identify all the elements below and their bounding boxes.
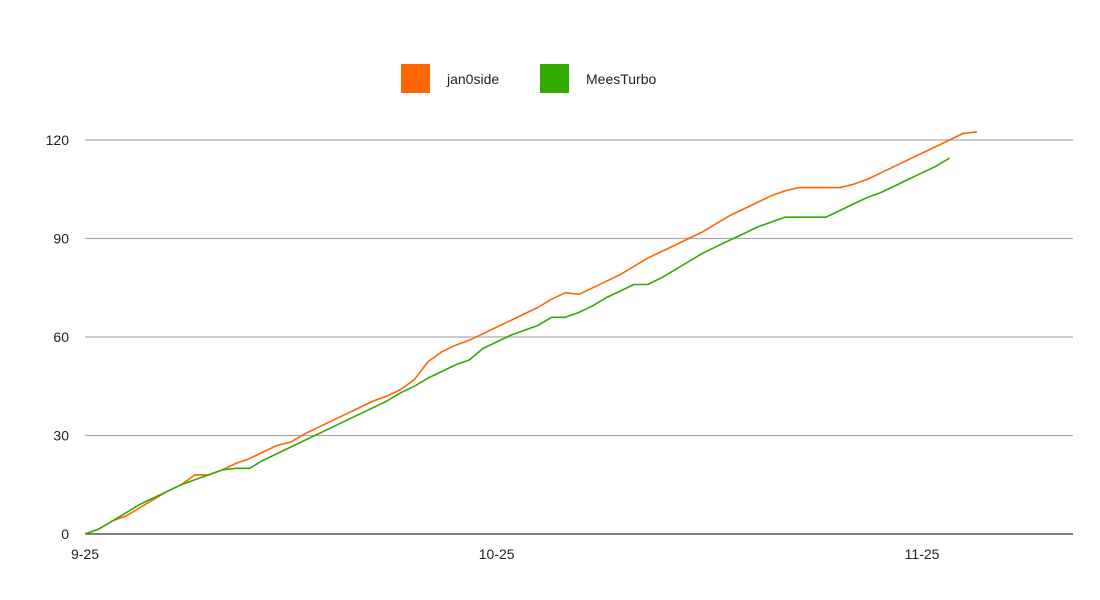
legend-label: jan0side [446,71,499,87]
axis-layer: 0 30 60 90 120 9-25 10-25 11-25 [46,132,940,562]
grid-layer [85,139,1073,535]
y-tick-label: 30 [53,428,69,444]
legend-swatch [540,64,569,93]
series-line-jan0side [84,131,977,535]
legend-label: MeesTurbo [586,71,657,87]
legend: jan0side MeesTurbo [401,64,657,93]
series-line-meesturbo [84,157,950,535]
y-tick-label: 90 [53,231,69,247]
y-tick-label: 120 [46,132,70,148]
x-tick-label: 9-25 [71,546,99,562]
y-tick-label: 60 [53,329,69,345]
x-tick-label: 11-25 [905,546,940,562]
x-tick-label: 10-25 [479,546,515,562]
series-layer [84,131,977,535]
legend-swatch [401,64,430,93]
y-tick-label: 0 [61,526,69,542]
